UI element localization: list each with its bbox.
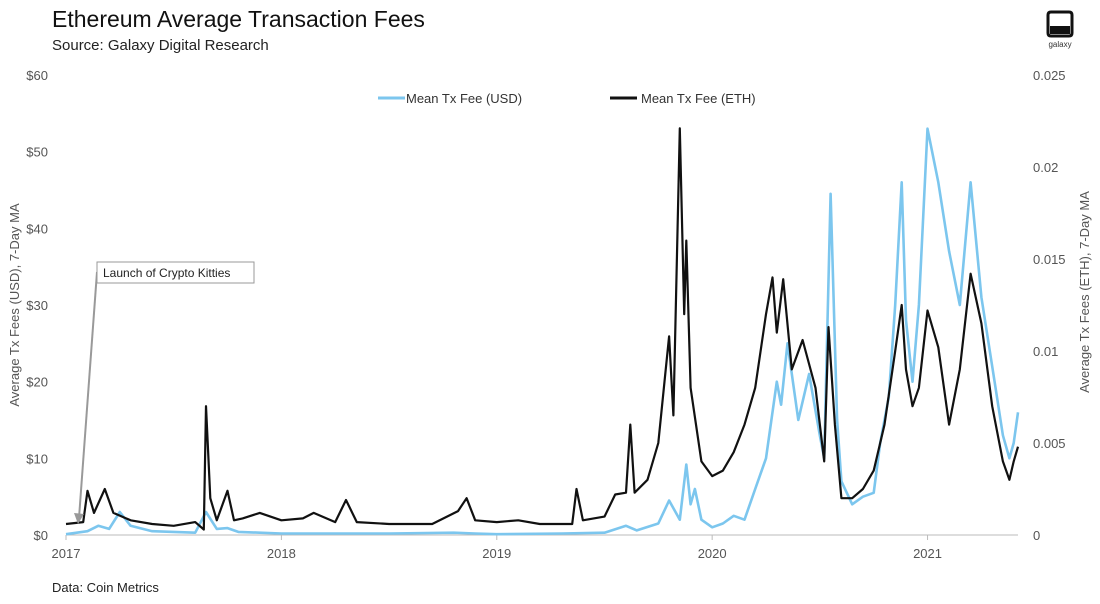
y-left-tick-label: $30 xyxy=(26,298,48,313)
legend-usd-label: Mean Tx Fee (USD) xyxy=(406,91,522,106)
y-right-tick-label: 0.01 xyxy=(1033,344,1058,359)
series-usd-line xyxy=(65,127,1020,536)
y-axis-left-label: Average Tx Fees (USD), 7-Day MA xyxy=(7,203,22,407)
x-axis-ticks: 2017 2018 2019 2020 2021 xyxy=(52,535,942,561)
annotation-arrow xyxy=(78,271,98,519)
y-right-tick-label: 0.025 xyxy=(1033,68,1066,83)
y-left-tick-label: $60 xyxy=(26,68,48,83)
y-left-tick-label: $10 xyxy=(26,451,48,466)
y-axis-right-ticks: 0 0.005 0.01 0.015 0.02 0.025 xyxy=(1033,68,1066,543)
series-eth-line xyxy=(65,127,1020,531)
y-left-tick-label: $40 xyxy=(26,221,48,236)
annotation-arrowhead xyxy=(74,513,84,524)
x-tick-label: 2018 xyxy=(267,546,296,561)
chart-title: Ethereum Average Transaction Fees xyxy=(52,6,425,32)
legend-eth-label: Mean Tx Fee (ETH) xyxy=(641,91,756,106)
y-right-tick-label: 0.02 xyxy=(1033,160,1058,175)
x-tick-label: 2019 xyxy=(482,546,511,561)
y-left-tick-label: $0 xyxy=(34,528,48,543)
y-left-tick-label: $50 xyxy=(26,145,48,160)
x-tick-label: 2017 xyxy=(52,546,81,561)
y-right-tick-label: 0.015 xyxy=(1033,252,1066,267)
y-axis-right-label: Average Tx Fees (ETH), 7-Day MA xyxy=(1077,191,1092,393)
legend: Mean Tx Fee (USD) Mean Tx Fee (ETH) xyxy=(378,91,756,106)
y-right-tick-label: 0.005 xyxy=(1033,436,1066,451)
y-axis-left-ticks: $0 $10 $20 $30 $40 $50 $60 xyxy=(26,68,48,543)
data-source-note: Data: Coin Metrics xyxy=(52,580,159,595)
annotation: Launch of Crypto Kitties xyxy=(74,261,255,524)
annotation-box xyxy=(96,261,255,284)
y-right-tick-label: 0 xyxy=(1033,528,1040,543)
y-left-tick-label: $20 xyxy=(26,375,48,390)
series-layer xyxy=(65,127,1020,536)
chart-subtitle: Source: Galaxy Digital Research xyxy=(52,37,269,54)
x-tick-label: 2021 xyxy=(913,546,942,561)
annotation-text: Launch of Crypto Kitties xyxy=(103,266,230,280)
x-tick-label: 2020 xyxy=(698,546,727,561)
galaxy-logo-icon xyxy=(1046,10,1074,38)
logo-wordmark: galaxy xyxy=(1048,40,1072,49)
